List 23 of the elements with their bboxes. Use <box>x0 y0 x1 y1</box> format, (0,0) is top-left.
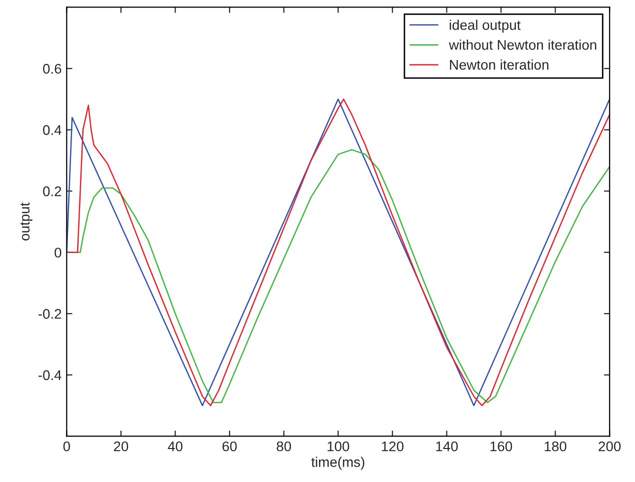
y-tick-label: 0.2 <box>43 186 62 196</box>
legend-label: without Newton iteration <box>448 40 596 50</box>
x-tick-label: 180 <box>544 441 566 452</box>
x-tick-label: 80 <box>276 441 292 452</box>
line-series <box>66 98 610 406</box>
y-tick-label: 0 <box>54 248 62 258</box>
x-tick-label: 200 <box>598 441 621 452</box>
x-tick-label: 160 <box>490 441 512 452</box>
y-tick-label: -0.2 <box>38 308 62 319</box>
y-tick-label: 0.6 <box>43 64 62 74</box>
legend-label: Newton iteration <box>450 60 548 70</box>
y-axis-title: output <box>20 202 32 240</box>
legend-label: ideal output <box>450 20 521 33</box>
x-tick-label: 120 <box>382 441 404 452</box>
y-tick-label: -0.4 <box>38 370 62 380</box>
x-tick-label: 60 <box>222 441 237 452</box>
x-axis-title: time(ms) <box>311 456 364 470</box>
x-tick-label: 20 <box>114 441 128 452</box>
x-tick-label: 0 <box>63 441 70 452</box>
x-tick-label: 100 <box>328 441 350 452</box>
x-tick-label: 140 <box>436 441 458 452</box>
x-tick-label: 40 <box>168 441 182 452</box>
y-tick-label: 0.4 <box>43 125 62 135</box>
